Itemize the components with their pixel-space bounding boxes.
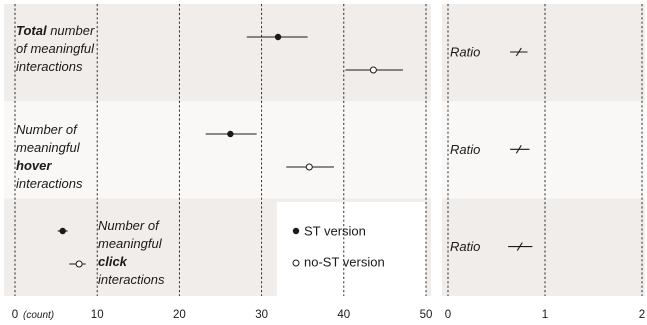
main-tick-label-4: 40: [337, 309, 350, 321]
row-label-3-part-2: meaningful: [98, 236, 163, 251]
ratio-label-1: Ratio: [450, 45, 480, 60]
nost-point-1: [370, 67, 376, 73]
row-label-1-part-1: Total: [16, 23, 47, 38]
st-point-3: [59, 228, 65, 234]
legend-st-marker: [293, 228, 299, 234]
row-label-1-part-4: interactions: [16, 59, 83, 74]
main-tick-label-5: 50: [420, 309, 433, 321]
legend-st-label: ST version: [304, 224, 366, 239]
row-label-2-part-2: meaningful: [16, 140, 81, 155]
legend: ST version no-ST version: [277, 202, 426, 296]
row-label-2-part-1: Number of: [16, 122, 78, 137]
row-label-2-part-3: hover: [16, 158, 52, 173]
ratio-tick-label-2: 2: [639, 309, 645, 321]
main-tick-label-1: 10: [91, 309, 104, 321]
legend-box: [277, 202, 426, 296]
st-point-2: [227, 131, 233, 137]
main-tick-label-2: 20: [173, 309, 186, 321]
ratio-label-2: Ratio: [450, 142, 480, 157]
row-label-3-part-4: interactions: [98, 272, 165, 287]
ratio-tick-label-1: 1: [542, 309, 548, 321]
main-tick-label-0: 0: [12, 309, 18, 321]
st-point-1: [275, 34, 281, 40]
row-label-3-part-3: click: [98, 254, 128, 269]
ratio-label-3: Ratio: [450, 239, 480, 254]
x-axis-ticks: 0 10 20 30 40 50 (count) 0 1 2: [12, 309, 645, 321]
row-label-3-part-1: Number of: [98, 218, 160, 233]
nost-point-2: [306, 164, 312, 170]
nost-point-3: [76, 261, 82, 267]
ratio-tick-label-0: 0: [445, 309, 451, 321]
main-tick-label-3: 30: [255, 309, 268, 321]
x-axis-unit-label: (count): [23, 310, 54, 321]
legend-nost-label: no-ST version: [304, 255, 385, 270]
row-label-1-part-3: of meaningful: [16, 41, 95, 56]
row-label-2-part-4: interactions: [16, 176, 83, 191]
legend-nost-marker: [293, 260, 299, 266]
row-label-1-part-2: number: [47, 23, 95, 38]
